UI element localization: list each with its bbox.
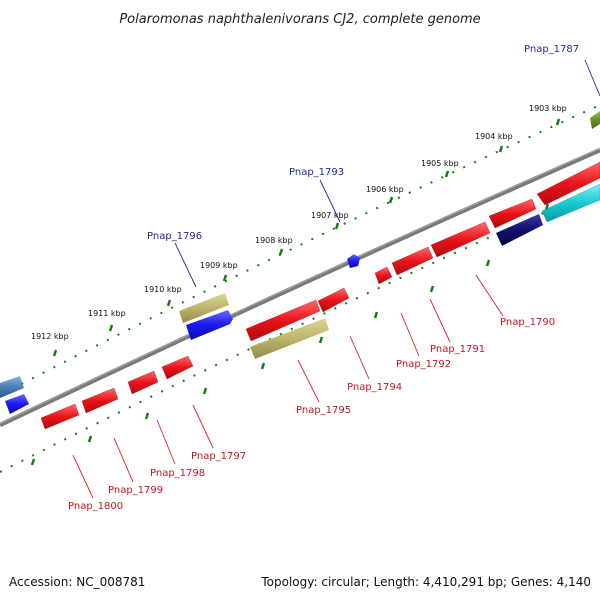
gene-label-pnap-1798[interactable]: Pnap_1798 <box>150 468 205 479</box>
gene-label-pnap-1792[interactable]: Pnap_1792 <box>396 359 451 370</box>
kbp-label-1911: 1911 kbp <box>88 309 126 318</box>
inner-tick <box>373 311 379 319</box>
inner-tick <box>485 259 491 267</box>
gene-forward-red[interactable] <box>317 287 350 313</box>
kbp-tick-1903 <box>555 118 561 126</box>
map-title: Polaromonas naphthalenivorans CJ2, compl… <box>119 12 480 27</box>
inner-tick <box>144 412 150 420</box>
gene-label-pnap-1787[interactable]: Pnap_1787 <box>524 44 579 55</box>
leader-line-pnap-1793 <box>319 179 341 223</box>
gene-forward-red[interactable] <box>536 161 600 206</box>
kbp-label-1906: 1906 kbp <box>366 185 404 194</box>
footer-topology: Topology: circular; Length: 4,410,291 bp… <box>260 575 591 589</box>
gene-forward-blue[interactable] <box>186 310 233 340</box>
gene-forward-red[interactable] <box>488 198 537 229</box>
inner-tick <box>318 336 324 344</box>
kbp-tick-1905 <box>444 170 450 178</box>
genome-backbone-highlight <box>0 148 600 424</box>
leader-line-pnap-1797 <box>192 404 214 449</box>
leader-line-pnap-1795 <box>297 359 320 403</box>
gene-pnap-1795[interactable] <box>250 318 329 359</box>
gene-pnap-1797[interactable] <box>161 355 194 380</box>
gene-pnap-1799[interactable] <box>81 387 119 414</box>
kbp-tick-1911 <box>108 324 114 332</box>
gene-pnap-1787[interactable] <box>590 111 600 129</box>
gene-label-pnap-1795[interactable]: Pnap_1795 <box>296 405 351 416</box>
leader-line-pnap-1790 <box>475 274 504 317</box>
kbp-label-1909: 1909 kbp <box>200 261 238 270</box>
leader-line-pnap-1787 <box>584 59 600 97</box>
gene-pnap-1796[interactable] <box>179 293 229 323</box>
inner-major-ticks <box>30 203 550 466</box>
kbp-tick-1907 <box>334 222 340 230</box>
inner-tick <box>202 387 208 395</box>
leader-lines-blue <box>174 59 600 288</box>
leader-line-pnap-1798 <box>156 419 176 465</box>
gene-forward-blue[interactable] <box>5 394 29 414</box>
gene-forward-steel[interactable] <box>0 376 24 398</box>
leader-line-pnap-1800 <box>72 454 94 499</box>
footer-accession: Accession: NC_008781 <box>9 575 145 589</box>
gene-label-pnap-1797[interactable]: Pnap_1797 <box>191 451 246 462</box>
leader-line-pnap-1791 <box>429 298 451 343</box>
gene-label-pnap-1793[interactable]: Pnap_1793 <box>289 167 344 178</box>
genome-backbone <box>0 147 600 428</box>
kbp-label-1904: 1904 kbp <box>475 132 513 141</box>
kbp-tick-1908 <box>278 248 284 256</box>
gene-forward-red[interactable] <box>391 246 434 276</box>
gene-forward-navy[interactable] <box>496 214 543 246</box>
kbp-tick-1906 <box>388 196 394 204</box>
gene-label-pnap-1800[interactable]: Pnap_1800 <box>68 501 123 512</box>
gene-label-pnap-1790[interactable]: Pnap_1790 <box>500 317 555 328</box>
kbp-label-1905: 1905 kbp <box>421 159 459 168</box>
inner-tick <box>260 362 266 370</box>
gene-label-pnap-1796[interactable]: Pnap_1796 <box>147 231 202 242</box>
leader-line-pnap-1792 <box>400 312 420 357</box>
gene-forward-cyan[interactable] <box>541 183 600 223</box>
leader-line-pnap-1794 <box>349 335 370 380</box>
kbp-tick-1909 <box>222 274 228 282</box>
kbp-label-1903: 1903 kbp <box>529 104 567 113</box>
gene-label-pnap-1794[interactable]: Pnap_1794 <box>347 382 402 393</box>
kbp-label-1912: 1912 kbp <box>31 332 69 341</box>
gene-label-pnap-1799[interactable]: Pnap_1799 <box>108 485 163 496</box>
gene-forward-red[interactable] <box>374 266 393 285</box>
inner-tick <box>30 458 36 466</box>
gene-pnap-1800[interactable] <box>40 403 80 430</box>
kbp-label-1910: 1910 kbp <box>144 285 182 294</box>
gene-forward-red[interactable] <box>430 221 491 258</box>
kbp-tick-1912 <box>52 349 58 357</box>
leader-lines-red <box>72 274 504 499</box>
leader-line-pnap-1799 <box>113 437 134 483</box>
kbp-label-1908: 1908 kbp <box>255 236 293 245</box>
kbp-major-ticks <box>52 118 561 357</box>
gene-pnap-1793[interactable] <box>347 254 360 268</box>
gene-pnap-1798[interactable] <box>127 370 159 395</box>
kbp-label-1907: 1907 kbp <box>311 211 349 220</box>
kbp-tick-1910 <box>166 299 172 307</box>
leader-line-pnap-1796 <box>174 242 197 288</box>
outer-tick-ring <box>0 104 600 396</box>
gene-label-pnap-1791[interactable]: Pnap_1791 <box>430 344 485 355</box>
inner-tick <box>429 285 435 293</box>
kbp-labels: 1903 kbp 1904 kbp 1905 kbp 1906 kbp 1907… <box>31 104 567 341</box>
inner-tick <box>87 435 93 443</box>
gene-forward-red[interactable] <box>245 299 321 342</box>
kbp-tick-1904 <box>498 145 504 153</box>
